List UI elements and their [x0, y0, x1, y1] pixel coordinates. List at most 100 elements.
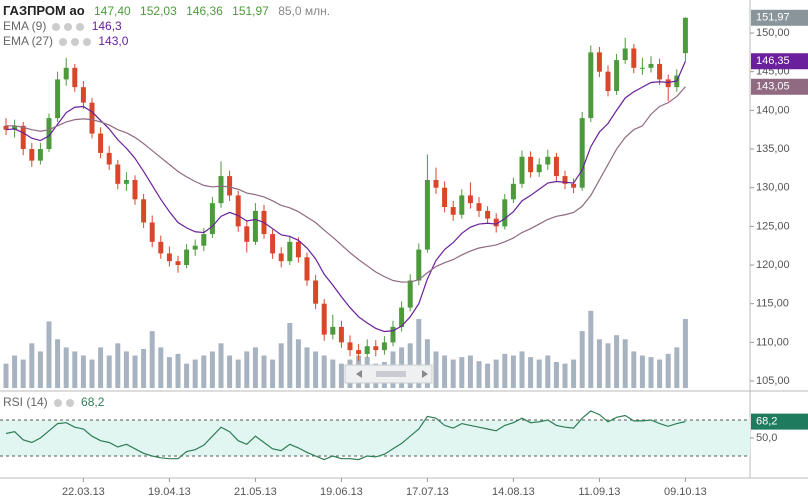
volume-bar — [287, 323, 293, 388]
volume-bar — [46, 321, 52, 388]
volume-bar — [149, 331, 155, 388]
volume-bar — [270, 359, 276, 388]
ema27-name: EMA (27) — [3, 34, 54, 48]
gear-icon[interactable] — [71, 37, 80, 46]
volume-bar — [321, 355, 327, 388]
close-icon[interactable] — [83, 37, 92, 46]
candle-body — [330, 326, 336, 335]
candle-body — [98, 133, 104, 153]
ema-axis-label: 143,05 — [756, 81, 790, 93]
volume-bar — [528, 357, 534, 388]
candle-body — [338, 326, 344, 343]
scroll-right[interactable] — [422, 370, 428, 378]
volume-bar — [665, 353, 671, 388]
candle-body — [502, 199, 508, 227]
scroll-left[interactable] — [356, 370, 362, 378]
candle-body — [399, 307, 405, 327]
volume-bar — [89, 359, 95, 388]
volume-bar — [132, 355, 138, 388]
candle-body — [562, 176, 568, 184]
volume-bar — [295, 339, 301, 388]
y-tick-label: 130,00 — [756, 182, 790, 194]
candle-body — [536, 164, 542, 173]
volume-bar — [227, 355, 233, 388]
volume-bar — [605, 343, 611, 388]
candle-body — [149, 222, 155, 242]
eye-icon[interactable] — [59, 37, 68, 46]
candle-body — [450, 207, 456, 215]
candle-body — [433, 179, 439, 188]
volume-bar — [141, 349, 147, 388]
volume-bar — [622, 339, 628, 388]
candle-body — [665, 79, 671, 88]
candle-body — [20, 125, 26, 150]
volume-bar — [648, 357, 654, 388]
volume-bar — [416, 318, 422, 388]
volume-bar — [80, 355, 86, 388]
volume-bar — [12, 355, 18, 388]
candle-body — [631, 48, 637, 68]
candle-body — [519, 156, 525, 184]
y-tick-label: 150,00 — [756, 27, 790, 39]
x-tick-label: 19.04.13 — [148, 486, 191, 498]
volume-bar — [493, 359, 499, 388]
volume-bar — [313, 351, 319, 388]
volume-bar — [502, 353, 508, 388]
volume-bar — [158, 347, 164, 388]
gear-icon[interactable] — [64, 22, 73, 31]
volume-bar — [330, 359, 336, 388]
close-icon[interactable] — [65, 398, 74, 407]
candle-body — [321, 303, 327, 335]
candle-body — [485, 210, 491, 219]
volume-bar — [244, 351, 250, 388]
marks: 105,00 110,00 115,00 120,00 125,00 130,00 135,… — [0, 9, 808, 498]
candle-body — [416, 249, 422, 281]
candle-body — [571, 183, 577, 188]
candle-body — [381, 342, 387, 351]
candle-body — [141, 199, 147, 223]
x-tick-label: 14.08.13 — [492, 486, 535, 498]
volume-bar — [29, 343, 35, 388]
candle-body — [553, 156, 559, 177]
ema-axis-box — [751, 78, 808, 95]
rsi-tick-label: 50,0 — [756, 432, 777, 444]
candle-body — [235, 195, 241, 227]
candle-body — [252, 210, 258, 242]
volume-bar — [175, 353, 181, 388]
volume-bar — [55, 339, 61, 388]
ema27-value: 143,0 — [98, 34, 129, 48]
candle-body — [596, 52, 602, 72]
candle-body — [287, 241, 293, 262]
rsi-axis-box — [751, 413, 808, 430]
candle-body — [579, 118, 585, 188]
eye-icon[interactable] — [52, 22, 61, 31]
candle-body — [347, 342, 353, 351]
candle-body — [304, 257, 310, 281]
y-tick-label: 115,00 — [756, 298, 789, 310]
volume: 85,0 млн. — [278, 4, 331, 18]
candle-body — [209, 203, 215, 235]
ema27-header: EMA (27) 143,0 — [3, 34, 134, 48]
candle-body — [158, 241, 164, 254]
candle-body — [588, 52, 594, 119]
rsi-value: 68,2 — [81, 395, 105, 409]
price-axis-label: 151,97 — [756, 12, 790, 24]
volume-bar — [115, 343, 121, 388]
scroller[interactable] — [344, 364, 433, 384]
volume-bar — [614, 335, 620, 388]
ticker: ГАЗПРОМ ао — [3, 3, 85, 18]
gear-icon[interactable] — [53, 398, 62, 407]
volume-bar — [485, 363, 491, 388]
candle-body — [493, 218, 499, 227]
candle-body — [605, 71, 611, 92]
volume-bar — [192, 359, 198, 388]
candle-body — [639, 67, 645, 69]
candle-body — [3, 125, 9, 130]
candle-body — [467, 195, 473, 204]
candle-body — [46, 118, 52, 150]
close-icon[interactable] — [76, 22, 85, 31]
volume-bar — [235, 359, 241, 388]
scroll-thumb[interactable] — [376, 371, 406, 377]
candle-body — [244, 226, 250, 242]
